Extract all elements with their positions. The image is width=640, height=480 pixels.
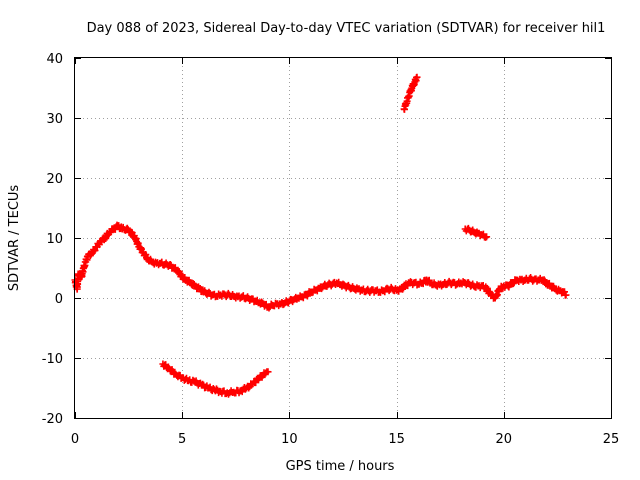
x-tick-label: 15: [388, 432, 405, 447]
series-lower-arc: [159, 360, 272, 398]
y-tick-label: 40: [46, 52, 63, 67]
plot-frame: [74, 57, 612, 419]
x-tick-label: 10: [281, 432, 298, 447]
series-main-track: [71, 221, 570, 312]
y-axis-label: SDTVAR / TECUs: [7, 185, 22, 292]
y-tick-label: 30: [46, 112, 63, 127]
x-tick-label: 5: [178, 432, 186, 447]
plus-markers: [400, 73, 421, 113]
x-tick-label: 25: [603, 432, 620, 447]
series-upper-spike: [400, 73, 421, 113]
x-tick-label: 0: [71, 432, 79, 447]
y-tick-label: -10: [42, 352, 63, 367]
y-tick-label: 10: [46, 232, 63, 247]
plus-markers: [461, 224, 491, 241]
x-axis-label: GPS time / hours: [286, 459, 395, 474]
y-tick-label: -20: [42, 412, 63, 427]
plus-markers: [71, 221, 570, 312]
y-tick-label: 20: [46, 172, 63, 187]
y-tick-label: 0: [55, 292, 63, 307]
data-points: [71, 73, 570, 398]
series-short-segment: [461, 224, 491, 241]
chart-title: Day 088 of 2023, Sidereal Day-to-day VTE…: [87, 21, 606, 36]
tick-labels: 0 5 10 15 20 25 -20 -10 0 10 20 30 40: [42, 52, 620, 447]
grid: [75, 58, 611, 418]
plus-markers: [159, 360, 272, 398]
axis-ticks: [75, 58, 612, 419]
x-tick-label: 20: [496, 432, 513, 447]
